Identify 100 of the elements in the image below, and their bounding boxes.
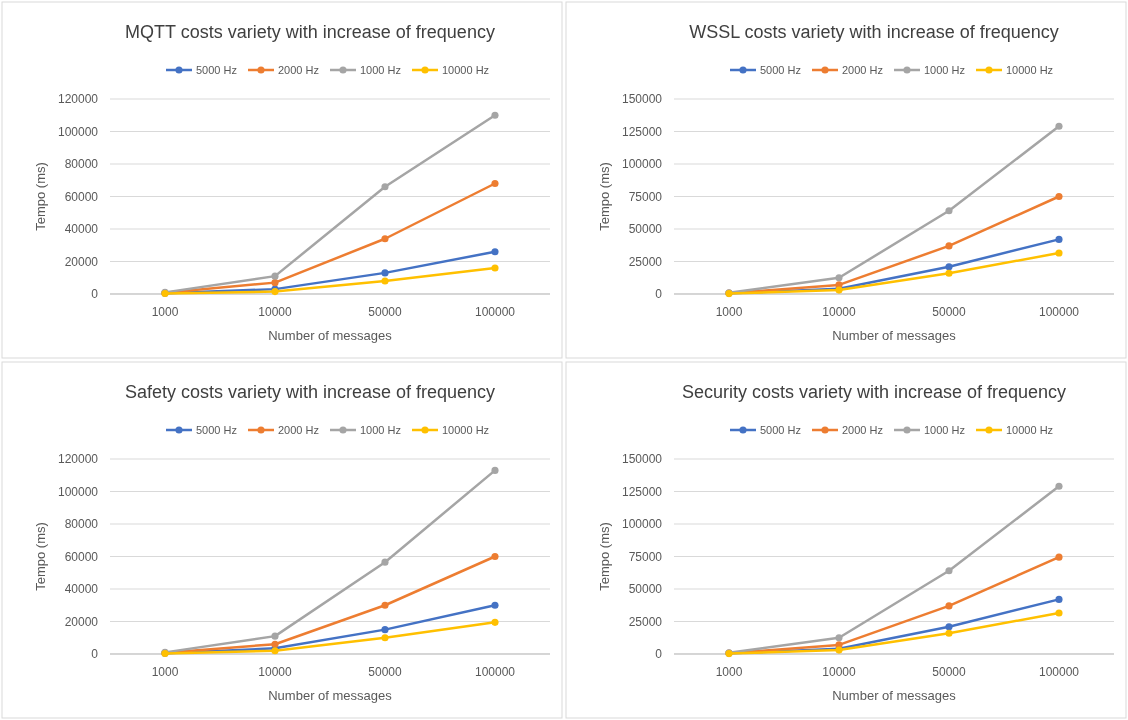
y-tick-label: 0 bbox=[655, 647, 663, 662]
point bbox=[945, 602, 953, 610]
legend-label: 10000 Hz bbox=[1006, 63, 1054, 76]
point bbox=[945, 567, 953, 575]
point bbox=[945, 269, 953, 277]
x-tick-label: 10000 bbox=[258, 305, 293, 319]
legend-label: 1000 Hz bbox=[924, 423, 965, 436]
x-tick-label: 10000 bbox=[822, 305, 857, 319]
point bbox=[1055, 609, 1063, 617]
y-tick-label: 0 bbox=[91, 287, 99, 302]
legend-label: 2000 Hz bbox=[842, 63, 883, 76]
y-tick-label: 40000 bbox=[64, 582, 99, 597]
legend-label: 2000 Hz bbox=[842, 423, 883, 436]
point bbox=[1055, 249, 1063, 257]
x-tick-label: 10000 bbox=[258, 665, 293, 679]
legend-label: 10000 Hz bbox=[1006, 423, 1054, 436]
point bbox=[491, 111, 499, 119]
legend-label: 2000 Hz bbox=[278, 63, 319, 76]
legend-label: 5000 Hz bbox=[196, 423, 237, 436]
point bbox=[1055, 482, 1063, 490]
chart-title: WSSL costs variety with increase of frequency bbox=[689, 22, 1059, 42]
legend-label: 1000 Hz bbox=[360, 423, 401, 436]
y-tick-label: 20000 bbox=[64, 614, 99, 629]
point bbox=[1055, 235, 1063, 243]
chart-title: Security costs variety with increase of frequency bbox=[681, 382, 1067, 402]
legend-label: 5000 Hz bbox=[760, 423, 801, 436]
y-tick-label: 150000 bbox=[621, 452, 663, 467]
point bbox=[491, 264, 499, 272]
chart-title: Safety costs variety with increase of frequency bbox=[124, 382, 496, 402]
y-axis-title: Tempo (ms) bbox=[33, 522, 48, 591]
y-tick-label: 60000 bbox=[64, 549, 99, 564]
x-tick-label: 50000 bbox=[932, 305, 967, 319]
point bbox=[271, 632, 279, 640]
y-tick-label: 100000 bbox=[57, 484, 99, 499]
y-tick-label: 60000 bbox=[64, 189, 99, 204]
point bbox=[835, 274, 843, 282]
point bbox=[1055, 595, 1063, 603]
x-tick-label: 1000 bbox=[151, 305, 179, 319]
y-tick-label: 80000 bbox=[64, 517, 99, 532]
y-axis-title: Tempo (ms) bbox=[33, 162, 48, 231]
y-tick-label: 125000 bbox=[621, 124, 663, 139]
y-tick-label: 25000 bbox=[628, 614, 663, 629]
point bbox=[491, 466, 499, 474]
y-tick-label: 150000 bbox=[621, 92, 663, 107]
x-tick-label: 100000 bbox=[474, 665, 516, 679]
point bbox=[945, 629, 953, 637]
point bbox=[945, 263, 953, 271]
y-tick-label: 50000 bbox=[628, 582, 663, 597]
point bbox=[381, 558, 389, 566]
point bbox=[381, 601, 389, 609]
x-axis-title: Number of messages bbox=[832, 688, 957, 703]
point bbox=[381, 626, 389, 634]
legend-label: 1000 Hz bbox=[924, 63, 965, 76]
point bbox=[491, 601, 499, 609]
point bbox=[381, 634, 389, 642]
legend-label: 10000 Hz bbox=[442, 423, 490, 436]
y-tick-label: 100000 bbox=[621, 517, 663, 532]
legend-label: 5000 Hz bbox=[760, 63, 801, 76]
y-tick-label: 50000 bbox=[628, 222, 663, 237]
y-tick-label: 40000 bbox=[64, 222, 99, 237]
y-tick-label: 120000 bbox=[57, 92, 99, 107]
point bbox=[945, 623, 953, 631]
point bbox=[835, 634, 843, 642]
x-axis-title: Number of messages bbox=[268, 688, 393, 703]
y-tick-label: 100000 bbox=[621, 157, 663, 172]
y-tick-label: 75000 bbox=[628, 189, 663, 204]
point bbox=[491, 618, 499, 626]
point bbox=[945, 242, 953, 250]
point bbox=[1055, 192, 1063, 201]
y-tick-label: 75000 bbox=[628, 549, 663, 564]
y-tick-label: 120000 bbox=[57, 452, 99, 467]
x-tick-label: 100000 bbox=[1038, 665, 1080, 679]
x-tick-label: 50000 bbox=[368, 305, 403, 319]
y-tick-label: 0 bbox=[655, 287, 663, 302]
y-tick-label: 0 bbox=[91, 647, 99, 662]
point bbox=[1055, 122, 1063, 130]
x-tick-label: 50000 bbox=[368, 665, 403, 679]
point bbox=[945, 207, 953, 215]
point bbox=[271, 279, 279, 287]
x-tick-label: 1000 bbox=[715, 305, 743, 319]
point bbox=[381, 277, 389, 285]
point bbox=[491, 179, 499, 188]
legend-label: 1000 Hz bbox=[360, 63, 401, 76]
x-tick-label: 1000 bbox=[715, 665, 743, 679]
y-tick-label: 25000 bbox=[628, 254, 663, 269]
y-axis-title: Tempo (ms) bbox=[597, 162, 612, 231]
point bbox=[271, 272, 279, 280]
y-axis-title: Tempo (ms) bbox=[597, 522, 612, 591]
y-tick-label: 125000 bbox=[621, 484, 663, 499]
point bbox=[381, 235, 389, 243]
y-tick-label: 100000 bbox=[57, 124, 99, 139]
x-tick-label: 1000 bbox=[151, 665, 179, 679]
point bbox=[381, 269, 389, 277]
point bbox=[381, 183, 389, 191]
legend-label: 10000 Hz bbox=[442, 63, 490, 76]
x-axis-title: Number of messages bbox=[268, 328, 393, 343]
chart-title: MQTT costs variety with increase of frequency bbox=[125, 22, 495, 42]
x-tick-label: 100000 bbox=[1038, 305, 1080, 319]
x-axis-title: Number of messages bbox=[832, 328, 957, 343]
x-tick-label: 100000 bbox=[474, 305, 516, 319]
